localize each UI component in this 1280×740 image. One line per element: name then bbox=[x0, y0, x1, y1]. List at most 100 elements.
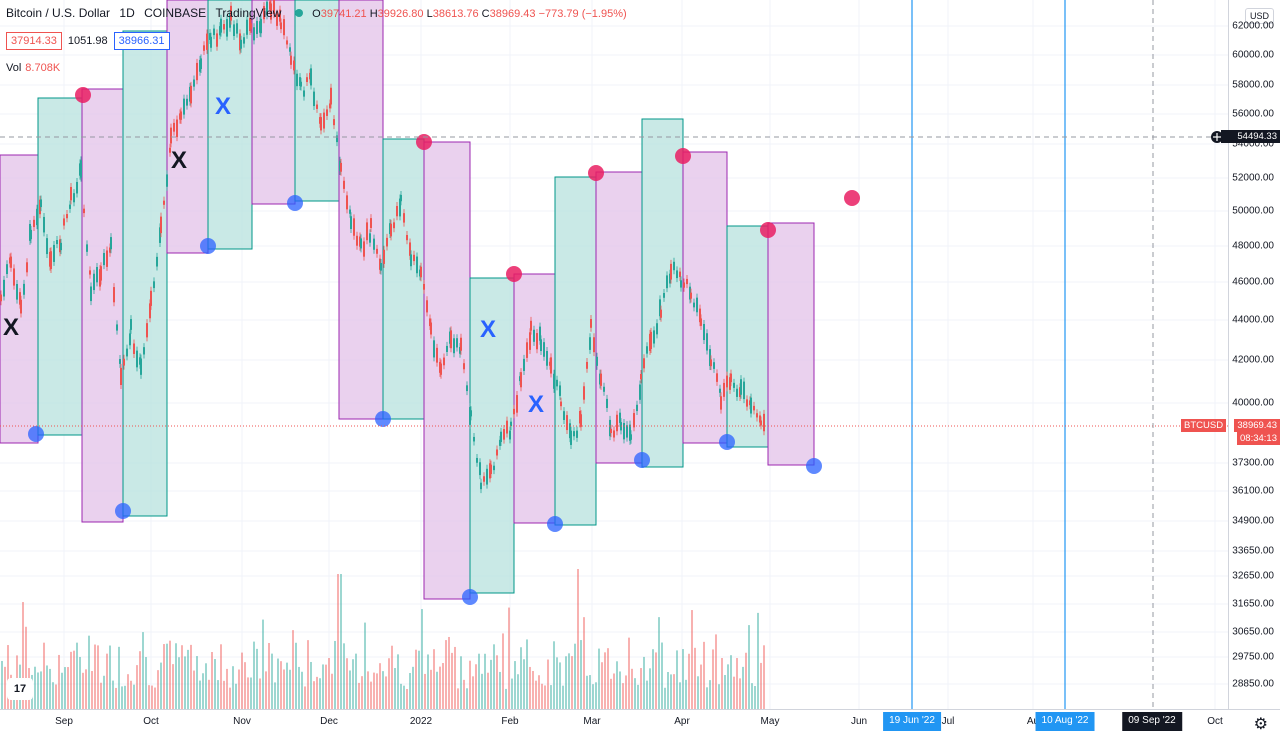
candle-body bbox=[136, 350, 138, 368]
candle-body bbox=[679, 271, 681, 277]
volume-bar bbox=[451, 652, 453, 709]
price-tick-label: 36100.00 bbox=[1232, 485, 1274, 497]
chart-canvas[interactable]: X X X X X bbox=[0, 0, 1228, 709]
ohlc-values: O39741.21 H39926.80 L38613.76 C38969.43 … bbox=[312, 8, 627, 20]
gear-icon[interactable]: ⚙ bbox=[1253, 716, 1268, 733]
volume-bar bbox=[139, 651, 141, 709]
date-flag-1: 19 Jun '22 bbox=[883, 712, 941, 731]
candle-body bbox=[26, 262, 28, 273]
interval-label: 1D bbox=[119, 6, 135, 20]
candle-body bbox=[296, 73, 298, 87]
candle-body bbox=[486, 468, 488, 485]
candle-body bbox=[273, 0, 275, 15]
volume-bar bbox=[421, 609, 423, 709]
price-tick-label: 50000.00 bbox=[1232, 205, 1274, 217]
candle-body bbox=[56, 240, 58, 245]
crosshair-date-flag: 09 Sep '22 bbox=[1122, 712, 1182, 731]
pivot-high-marker bbox=[506, 266, 522, 282]
candle-body bbox=[480, 482, 482, 490]
volume-bar bbox=[589, 675, 591, 709]
buy-price-button[interactable]: 38966.31 bbox=[113, 32, 170, 50]
pivot-high-marker bbox=[675, 148, 691, 164]
volume-bar bbox=[658, 617, 660, 709]
price-tick-label: 42000.00 bbox=[1232, 354, 1274, 366]
candle-body bbox=[170, 127, 172, 144]
candle-body bbox=[499, 439, 501, 446]
candle-body bbox=[16, 283, 18, 300]
volume-bar bbox=[301, 671, 303, 709]
volume-bar bbox=[241, 652, 243, 709]
candle-body bbox=[710, 359, 712, 367]
price-scale[interactable]: USD 62000.00 60000.00 58000.00 56000.00 5400… bbox=[1181, 0, 1280, 709]
volume-bar bbox=[709, 680, 711, 709]
candle-body bbox=[663, 293, 665, 298]
candle-body bbox=[619, 412, 621, 423]
candle-body bbox=[280, 22, 282, 30]
candle-body bbox=[33, 219, 35, 228]
candle-body bbox=[430, 322, 432, 335]
volume-bar bbox=[685, 679, 687, 709]
volume-bar bbox=[622, 683, 624, 709]
price-tick-label: 56000.00 bbox=[1232, 108, 1274, 120]
candle-body bbox=[420, 266, 422, 278]
price-tick-label: 60000.00 bbox=[1232, 49, 1274, 61]
candle-body bbox=[46, 238, 48, 255]
volume-bar bbox=[469, 660, 471, 709]
price-tick-label: 40000.00 bbox=[1232, 397, 1274, 409]
candle-body bbox=[676, 270, 678, 279]
tradingview-logo-icon[interactable]: 17 bbox=[7, 678, 33, 700]
volume-bar bbox=[736, 658, 738, 709]
volume-bar bbox=[637, 684, 639, 709]
volume-bar bbox=[535, 680, 537, 709]
candle-body bbox=[206, 33, 208, 50]
candle-body bbox=[126, 348, 128, 357]
candle-body bbox=[83, 208, 85, 214]
volume-bar bbox=[505, 688, 507, 709]
symbol-legend[interactable]: Bitcoin / U.S. Dollar 1D COINBASE Tradin… bbox=[6, 6, 627, 20]
volume-bar bbox=[304, 686, 306, 709]
price-tick-label: 44000.00 bbox=[1232, 314, 1274, 326]
volume-legend[interactable]: Vol 8.708K bbox=[6, 62, 60, 74]
candle-body bbox=[220, 18, 222, 33]
time-scale[interactable]: Sep Oct Nov Dec 2022 Feb Mar Apr May Jun Jul Au Oct … bbox=[0, 709, 1280, 740]
candle-body bbox=[330, 87, 332, 105]
volume-bar bbox=[397, 654, 399, 709]
candle-body bbox=[416, 256, 418, 274]
chart-pane[interactable]: X X X X X Bitcoin / U.S. Dollar 1D COINBASE … bbox=[0, 0, 1228, 709]
volume-bar bbox=[424, 673, 426, 709]
time-tick-label: Jun bbox=[850, 716, 868, 727]
volume-bar bbox=[82, 672, 84, 709]
candle-body bbox=[740, 379, 742, 395]
date-flag-2: 10 Aug '22 bbox=[1035, 712, 1095, 731]
market-open-dot bbox=[294, 9, 303, 17]
candle-body bbox=[250, 23, 252, 29]
sell-price-button[interactable]: 37914.33 bbox=[6, 32, 62, 50]
candle-body bbox=[466, 385, 468, 392]
candle-body bbox=[696, 297, 698, 313]
candle-body bbox=[160, 216, 162, 234]
candle-body bbox=[186, 98, 188, 106]
volume-bar bbox=[616, 661, 618, 709]
range-box-green bbox=[554, 176, 597, 526]
candle-body bbox=[640, 374, 642, 380]
volume-bar bbox=[691, 610, 693, 709]
time-tick-label: Nov bbox=[233, 716, 251, 727]
currency-button[interactable]: USD bbox=[1244, 8, 1274, 24]
candle-body bbox=[463, 363, 465, 370]
volume-bar bbox=[757, 612, 759, 709]
volume-bar bbox=[100, 682, 102, 709]
volume-bar bbox=[511, 678, 513, 709]
candle-body bbox=[613, 430, 615, 438]
volume-bar bbox=[409, 673, 411, 709]
candle-body bbox=[733, 382, 735, 388]
candle-body bbox=[409, 242, 411, 256]
volume-bar bbox=[49, 668, 51, 709]
volume-bar bbox=[739, 678, 741, 709]
volume-bar bbox=[367, 671, 369, 709]
candle-body bbox=[626, 425, 628, 438]
volume-bar bbox=[202, 673, 204, 709]
volume-bar bbox=[634, 678, 636, 709]
time-tick-label: 2022 bbox=[409, 716, 433, 727]
candle-body bbox=[583, 386, 585, 400]
volume-bar bbox=[583, 617, 585, 709]
